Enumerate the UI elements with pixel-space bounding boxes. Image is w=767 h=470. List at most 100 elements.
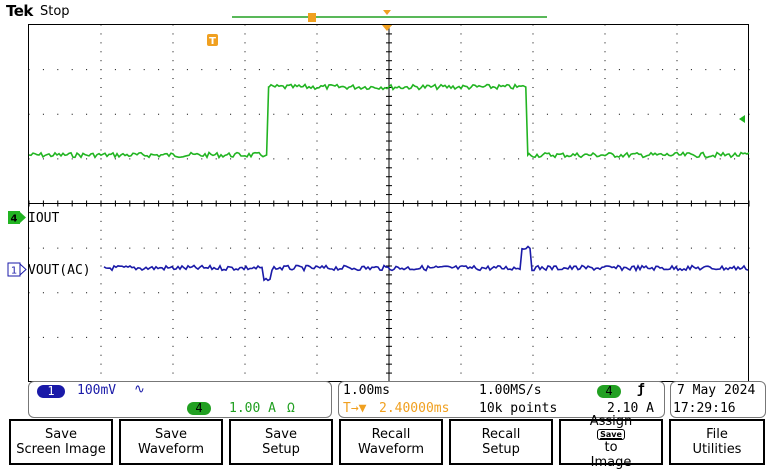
grid-dot <box>100 113 102 115</box>
grid-dot <box>172 104 174 106</box>
grid-dot <box>489 292 491 294</box>
grid-dot <box>316 363 318 365</box>
grid-dot <box>244 167 246 169</box>
grid-dot <box>532 149 534 151</box>
grid-dot <box>460 238 462 240</box>
grid-dot <box>460 256 462 258</box>
grid-dot <box>532 301 534 303</box>
time-per-div: 1.00ms <box>343 383 390 398</box>
grid-dot <box>114 158 116 160</box>
grid-dot <box>316 60 318 62</box>
trigger-marker-t-icon[interactable]: T <box>207 34 218 47</box>
grid-dot <box>186 336 188 338</box>
grid-dot <box>172 256 174 258</box>
grid-dot <box>676 336 678 338</box>
grid-dot <box>604 33 606 35</box>
grid-dot <box>676 86 678 88</box>
grid-dot <box>604 86 606 88</box>
grid-dot <box>316 24 318 26</box>
save-screen-image-button[interactable]: Save Screen Image <box>9 419 113 465</box>
grid-dot <box>345 113 347 115</box>
grid-dot <box>172 247 174 249</box>
grid-dot <box>590 113 592 115</box>
grid-dot <box>316 301 318 303</box>
grid-dot <box>604 238 606 240</box>
horizontal-status-box[interactable]: 1.00ms 1.00MS/s T→▼ 2.40000ms 10k points… <box>338 381 665 418</box>
tek-logo: Tek <box>6 2 33 20</box>
save-waveform-button[interactable]: Save Waveform <box>119 419 223 465</box>
grid-dot <box>316 354 318 356</box>
grid-dot <box>359 69 361 71</box>
grid-dot <box>460 194 462 196</box>
grid-dot <box>460 149 462 151</box>
grid-dot <box>604 60 606 62</box>
grid-dot <box>604 354 606 356</box>
grid-dot <box>503 113 505 115</box>
grid-dot <box>719 113 721 115</box>
grid-dot <box>172 167 174 169</box>
grid-dot <box>244 372 246 374</box>
grid-dot <box>316 149 318 151</box>
grid-dot <box>575 113 577 115</box>
grid-dot <box>431 292 433 294</box>
grid-dot <box>330 69 332 71</box>
file-utilities-button[interactable]: File Utilities <box>669 419 765 465</box>
grid-dot <box>302 336 304 338</box>
grid-dot <box>676 274 678 276</box>
grid-dot <box>172 292 174 294</box>
grid-dot <box>604 24 606 26</box>
ch1-ground-marker[interactable]: 1 <box>7 262 27 277</box>
grid-dot <box>244 247 246 249</box>
grid-dot <box>172 33 174 35</box>
grid-dot <box>532 51 534 53</box>
recall-setup-button[interactable]: Recall Setup <box>449 419 553 465</box>
grid-dot <box>546 336 548 338</box>
grid-dot <box>359 292 361 294</box>
grid-dot <box>719 292 721 294</box>
grid-dot <box>100 220 102 222</box>
grid-dot <box>172 354 174 356</box>
grid-dot <box>532 238 534 240</box>
vertical-status-box[interactable]: 1 100mV ∿ 4 1.00 A Ω <box>28 381 332 418</box>
grid-dot <box>503 247 505 249</box>
grid-dot <box>100 238 102 240</box>
grid-dot <box>172 60 174 62</box>
grid-dot <box>100 95 102 97</box>
grid-dot <box>474 113 476 115</box>
grid-dot <box>316 69 318 71</box>
grid-dot <box>244 131 246 133</box>
grid-dot <box>86 158 88 160</box>
grid-dot <box>172 238 174 240</box>
grid-dot <box>734 247 736 249</box>
grid-dot <box>590 158 592 160</box>
grid-dot <box>460 363 462 365</box>
grid-dot <box>287 292 289 294</box>
save-setup-button[interactable]: Save Setup <box>229 419 333 465</box>
grid-dot <box>330 158 332 160</box>
grid-dot <box>71 113 73 115</box>
assign-save-button[interactable]: Assign Save to Image <box>559 414 663 470</box>
datetime-box: 7 May 2024 17:29:16 <box>670 381 766 418</box>
grid-dot <box>690 69 692 71</box>
time-text: 17:29:16 <box>673 401 736 416</box>
recall-waveform-button[interactable]: Recall Waveform <box>339 419 443 465</box>
grid-dot <box>417 69 419 71</box>
ch4-ground-marker[interactable]: 4 <box>8 211 26 225</box>
grid-dot <box>172 185 174 187</box>
grid-dot <box>28 113 30 115</box>
grid-dot <box>503 158 505 160</box>
grid-dot <box>460 176 462 178</box>
grid-dot <box>316 310 318 312</box>
trigger-level-arrow[interactable] <box>739 115 745 123</box>
grid-dot <box>676 104 678 106</box>
grid-dot <box>748 336 750 338</box>
grid-dot <box>86 336 88 338</box>
ch1-scale: 100mV <box>77 383 117 398</box>
grid-dot <box>100 292 102 294</box>
grid-dot <box>431 113 433 115</box>
top-status-bar: Tek Stop <box>0 0 767 22</box>
grid-dot <box>316 372 318 374</box>
grid-dot <box>316 158 318 160</box>
trigger-position-arrow[interactable] <box>382 25 392 31</box>
